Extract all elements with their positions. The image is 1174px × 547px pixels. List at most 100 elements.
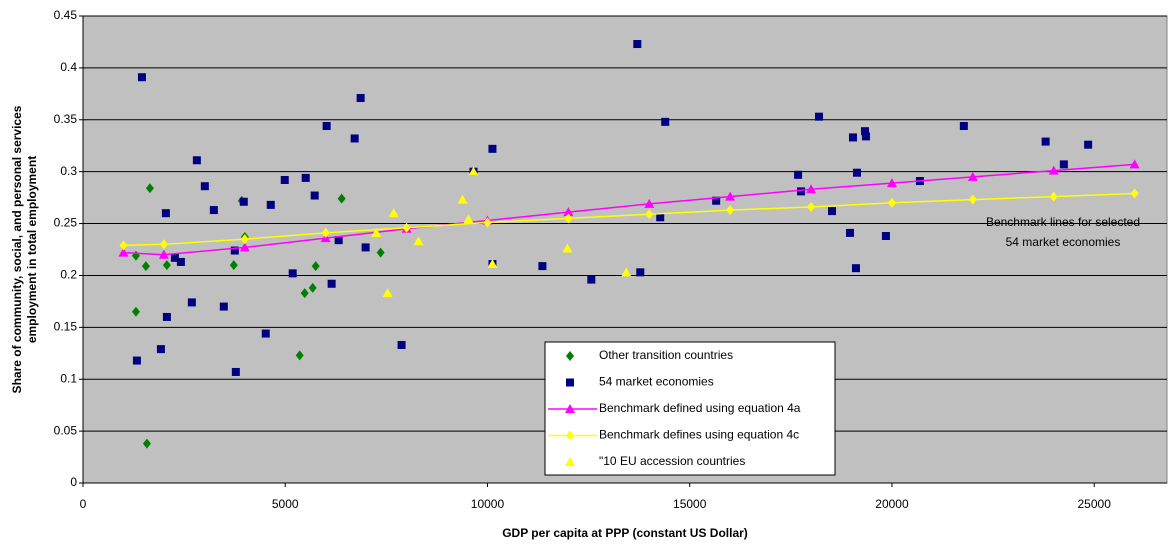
triangle-marker <box>468 166 479 176</box>
square-marker <box>280 175 289 184</box>
diamond-marker <box>564 213 573 224</box>
triangle-marker <box>457 194 468 204</box>
diamond-marker <box>566 351 574 361</box>
square-marker <box>261 329 270 338</box>
diamond-marker <box>887 197 896 208</box>
square-marker <box>566 378 574 387</box>
legend-label: Benchmark defines using equation 4c <box>599 428 799 442</box>
square-marker <box>187 298 196 307</box>
square-marker <box>334 236 343 245</box>
diamond-marker <box>300 288 309 299</box>
benchmark-line <box>123 192 1135 247</box>
triangle-marker <box>463 214 474 224</box>
square-marker <box>266 200 275 209</box>
diamond-marker <box>240 234 249 245</box>
square-marker <box>170 253 179 262</box>
square-marker <box>132 356 141 365</box>
triangle-marker <box>565 457 575 466</box>
square-marker <box>230 246 239 255</box>
square-marker <box>656 213 665 222</box>
x-tick-label: 10000 <box>471 497 505 511</box>
square-marker <box>176 257 185 266</box>
y-axis-label: Share of community, social, and personal… <box>10 105 39 393</box>
diamond-marker <box>645 209 654 220</box>
square-marker <box>137 73 146 82</box>
square-marker <box>301 173 310 182</box>
triangle-marker <box>886 178 897 188</box>
square-marker <box>288 269 297 278</box>
triangle-marker <box>371 227 382 237</box>
square-marker <box>861 132 870 141</box>
y-tick-label: 0.05 <box>54 423 78 437</box>
legend-label: Benchmark defined using equation 4a <box>599 401 801 415</box>
x-tick-label: 0 <box>80 497 87 511</box>
triangle-marker <box>388 208 399 218</box>
x-axis-label: GDP per capita at PPP (constant US Dolla… <box>502 526 748 540</box>
y-tick-label: 0.3 <box>60 164 77 178</box>
legend-label: "10 EU accession countries <box>599 454 745 468</box>
triangle-marker <box>621 267 632 277</box>
square-marker <box>322 122 331 131</box>
square-marker <box>587 275 596 284</box>
triangle-marker <box>725 191 736 201</box>
diamond-marker <box>1049 191 1058 202</box>
square-marker <box>828 207 837 216</box>
square-marker <box>361 243 370 252</box>
square-marker <box>209 206 218 215</box>
triangle-marker <box>565 404 575 413</box>
diamond-marker <box>321 227 330 238</box>
diamond-marker <box>141 261 150 272</box>
x-tick-label: 15000 <box>673 497 707 511</box>
square-marker <box>860 127 869 136</box>
triangle-marker <box>158 249 169 259</box>
square-marker <box>852 168 861 177</box>
diamond-marker <box>726 205 735 216</box>
square-marker <box>959 122 968 131</box>
diamond-marker <box>311 261 320 272</box>
y-tick-label: 0.35 <box>54 112 78 126</box>
y-tick-label: 0.4 <box>60 60 77 74</box>
diamond-marker <box>119 240 128 251</box>
legend-label: Other transition countries <box>599 348 733 362</box>
diamond-marker <box>131 306 140 317</box>
y-tick-label: 0.45 <box>54 8 78 22</box>
y-axis-label-line: employment in total employment <box>25 156 39 343</box>
legend-label: 54 market economies <box>599 375 714 389</box>
annotation: 54 market economies <box>1006 235 1121 249</box>
triangle-marker <box>239 242 250 252</box>
triangle-marker <box>1129 159 1140 169</box>
diamond-marker <box>145 183 154 194</box>
diamond-marker <box>376 247 385 258</box>
x-tick-label: 5000 <box>272 497 299 511</box>
square-marker <box>538 262 547 271</box>
square-marker <box>239 197 248 206</box>
square-marker <box>846 228 855 237</box>
triangle-marker <box>1048 165 1059 175</box>
square-marker <box>1041 137 1050 146</box>
diamond-marker <box>295 350 304 361</box>
y-tick-label: 0 <box>70 475 77 489</box>
square-marker <box>327 279 336 288</box>
square-marker <box>633 40 642 49</box>
x-tick-label: 25000 <box>1078 497 1112 511</box>
square-marker <box>661 117 670 126</box>
triangle-marker <box>487 259 498 269</box>
triangle-marker <box>413 236 424 246</box>
benchmark-line <box>123 163 1135 256</box>
diamond-marker <box>162 260 171 271</box>
diamond-marker <box>483 217 492 228</box>
y-tick-label: 0.1 <box>60 371 77 385</box>
square-marker <box>881 232 890 241</box>
square-marker <box>356 93 365 102</box>
diamond-marker <box>142 438 151 449</box>
triangle-marker <box>118 247 129 257</box>
square-marker <box>161 209 170 218</box>
y-tick-label: 0.25 <box>54 216 78 230</box>
x-tick-label: 20000 <box>875 497 909 511</box>
y-tick-label: 0.2 <box>60 268 77 282</box>
square-marker <box>156 345 165 354</box>
triangle-marker <box>644 198 655 208</box>
y-tick-label: 0.15 <box>54 320 78 334</box>
diamond-marker <box>402 222 411 233</box>
triangle-marker <box>382 288 393 298</box>
